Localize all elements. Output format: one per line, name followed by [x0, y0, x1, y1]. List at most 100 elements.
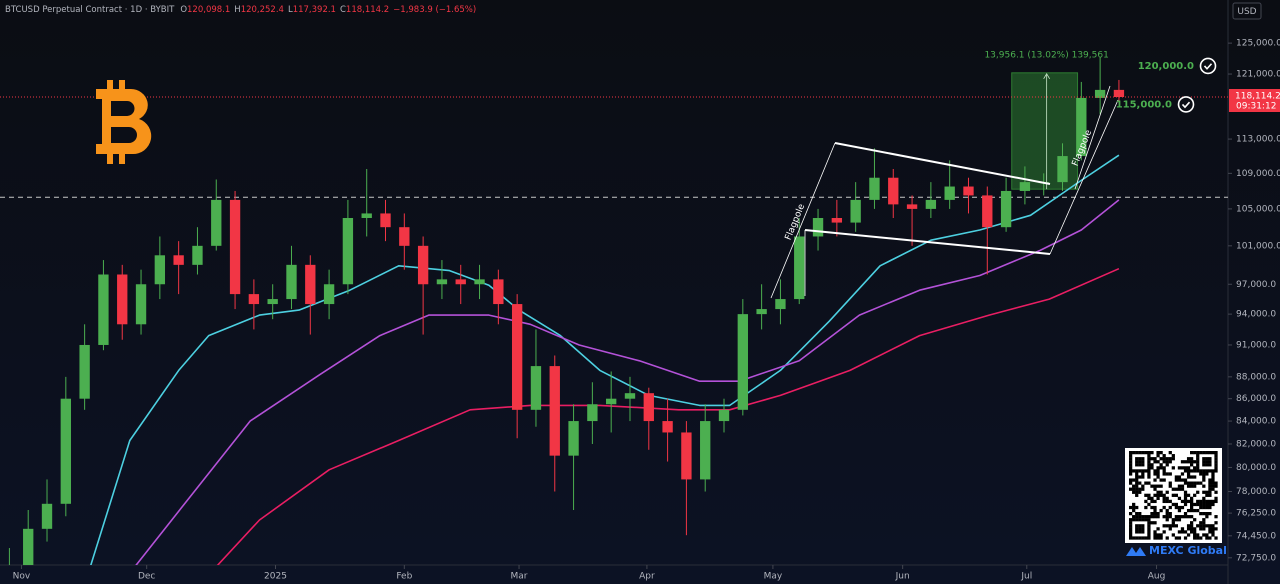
candle-body [1000, 190, 1012, 228]
candle-body [60, 398, 71, 504]
qr-module [1183, 536, 1188, 540]
qr-module [1208, 493, 1212, 497]
qr-module [1153, 530, 1157, 534]
qr-module [1190, 451, 1194, 455]
qr-module [1190, 524, 1194, 528]
qr-module [1135, 487, 1139, 491]
qr-module [1162, 505, 1166, 510]
moving-average [216, 267, 1120, 565]
qr-module [1165, 457, 1169, 461]
candle-body [812, 218, 824, 237]
qr-module [1186, 515, 1191, 519]
qr-module [1138, 487, 1142, 491]
candle-body [474, 279, 485, 285]
qr-module [1153, 536, 1157, 540]
qr-module [1138, 457, 1142, 461]
qr-module [1205, 490, 1209, 494]
qr-module [1150, 499, 1154, 504]
qr-module [1135, 484, 1139, 488]
qr-module [1196, 490, 1200, 494]
qr-module [1141, 463, 1145, 467]
qr-module [1135, 518, 1139, 522]
x-tick-label: Nov [13, 572, 31, 582]
qr-module [1211, 487, 1215, 491]
candle-body [587, 404, 598, 422]
qr-module [1190, 502, 1194, 507]
qr-module [1196, 469, 1200, 473]
candle-body [906, 204, 918, 209]
qr-module [1150, 496, 1154, 500]
qr-module [1202, 512, 1206, 516]
qr-module [1135, 481, 1139, 485]
qr-module [1138, 475, 1142, 479]
qr-module [1153, 484, 1157, 488]
qr-module [1214, 490, 1218, 494]
qr-module [1153, 515, 1157, 519]
qr-module [1186, 466, 1191, 470]
qr-module [1190, 508, 1194, 513]
qr-module [1156, 512, 1160, 516]
y-tick-label: 74,450.0 [1236, 531, 1276, 541]
qr-module [1186, 475, 1191, 479]
qr-module [1159, 451, 1163, 455]
qr-module [1129, 451, 1133, 455]
qr-module [1159, 478, 1163, 482]
qr-module [1135, 512, 1139, 516]
qr-module [1162, 469, 1166, 473]
qr-module [1156, 472, 1160, 476]
qr-module [1193, 475, 1197, 479]
qr-module [1159, 457, 1163, 461]
qr-module [1150, 521, 1154, 525]
y-tick-label: 105,000.0 [1236, 204, 1280, 214]
qr-module [1193, 527, 1197, 531]
measure-label: 13,956.1 (13.02%) 139,561 [984, 50, 1108, 60]
qr-module [1147, 515, 1151, 519]
qr-module [1150, 451, 1154, 455]
y-tick-label: 72,750.0 [1236, 553, 1276, 563]
candle-body [511, 304, 523, 410]
qr-module [1141, 451, 1145, 455]
qr-module [1199, 481, 1203, 485]
qr-module [1147, 472, 1151, 476]
candle-body [756, 309, 767, 315]
qr-module [1214, 466, 1218, 470]
qr-module [1144, 515, 1148, 519]
qr-module [1135, 457, 1139, 461]
qr-module [1199, 536, 1203, 540]
qr-module [1199, 512, 1203, 516]
last-price-label: 118,114.2 [1235, 91, 1280, 101]
qr-module [1202, 505, 1206, 510]
qr-module [1214, 457, 1218, 461]
qr-module [1180, 505, 1185, 510]
qr-module [1135, 469, 1139, 473]
candle-body [98, 274, 109, 345]
qr-module [1159, 490, 1163, 494]
qr-module [1205, 451, 1209, 455]
qr-module [1202, 472, 1206, 476]
qr-module [1196, 502, 1200, 507]
qr-module [1177, 478, 1182, 482]
check-circle [1199, 57, 1217, 75]
qr-module [1153, 478, 1157, 482]
y-tick-label: 80,000.0 [1236, 463, 1276, 473]
qr-module [1183, 469, 1188, 473]
qr-module [1205, 460, 1209, 464]
qr-module [1202, 484, 1206, 488]
qr-module [1138, 490, 1142, 494]
candle-body [775, 299, 786, 310]
currency-box[interactable] [1232, 2, 1262, 20]
qr-module [1147, 527, 1151, 531]
qr-module [1174, 505, 1178, 510]
qr-module [1186, 493, 1191, 497]
qr-module [1156, 515, 1160, 519]
qr-module [1174, 475, 1178, 479]
qr-module [1162, 530, 1166, 534]
x-tick-label: Apr [639, 572, 655, 582]
qr-module [1177, 505, 1182, 510]
qr-module [1159, 533, 1163, 537]
qr-module [1202, 524, 1206, 528]
symbol: BTCUSD Perpetual Contract · 1D · BYBIT [5, 5, 175, 15]
qr-module [1165, 536, 1169, 540]
qr-module [1208, 469, 1212, 473]
qr-module [1174, 515, 1178, 519]
